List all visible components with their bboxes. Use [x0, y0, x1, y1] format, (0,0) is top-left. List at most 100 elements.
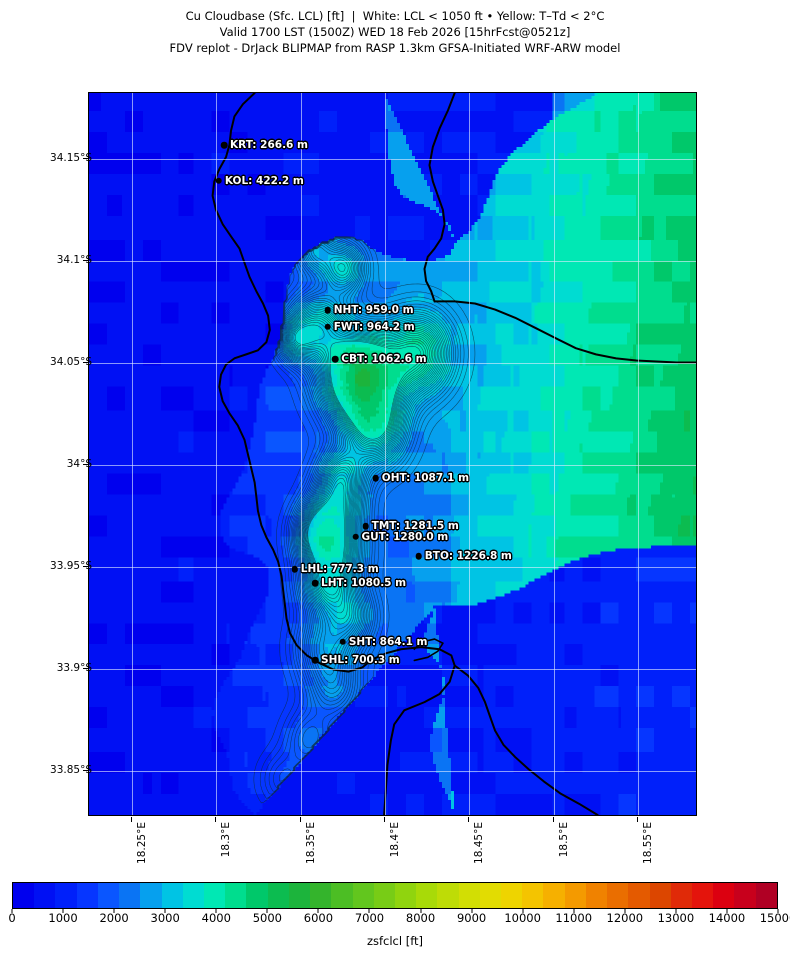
y-axis-tickmark: [83, 362, 88, 364]
station-marker-shl[interactable]: [311, 656, 319, 664]
colorbar-tick-label: 14000: [708, 911, 746, 925]
x-axis-tick-label: 18.35°E: [304, 822, 317, 864]
x-axis-tick-label: 18.3°E: [220, 822, 233, 858]
colorbar-swatch: [182, 883, 204, 908]
y-axis-tickmark: [83, 158, 88, 160]
colorbar-swatch: [479, 883, 502, 908]
colorbar-tick-label: 5000: [252, 911, 282, 925]
colorbar[interactable]: [12, 882, 778, 909]
colorbar-tickmark: [368, 909, 370, 913]
colorbar-tick-label: 1000: [48, 911, 78, 925]
map-plot-area[interactable]: SHL: 700.3 m SHT: 864.1 m LHT: 1080.5 m LHL…: [88, 92, 697, 816]
colorbar-tick-label: 13000: [657, 911, 695, 925]
station-label-oht: OHT: 1087.1 m: [381, 472, 470, 485]
station-marker-gut[interactable]: [352, 533, 359, 540]
colorbar-swatch: [76, 883, 98, 908]
colorbar-tick-label: 2000: [99, 911, 129, 925]
colorbar-tickmark: [11, 909, 13, 913]
x-axis-tickmark: [131, 817, 133, 822]
colorbar-tickmark: [522, 909, 524, 913]
gridline-horizontal: [89, 261, 696, 263]
colorbar-swatch: [734, 883, 756, 908]
title-line-1: Cu Cloudbase (Sfc. LCL) [ft] | White: LC…: [185, 9, 605, 23]
station-label-cbt: CBT: 1062.6 m: [341, 353, 427, 366]
colorbar-swatch: [522, 883, 544, 908]
colorbar-swatch: [267, 883, 289, 908]
colorbar-tickmark: [675, 909, 677, 913]
y-axis-tickmark: [83, 668, 88, 670]
x-axis-tickmark: [215, 817, 217, 822]
colorbar-swatch: [564, 883, 586, 908]
station-label-sht: SHT: 864.1 m: [348, 635, 428, 648]
colorbar-swatch: [34, 883, 56, 908]
station-marker-tmt[interactable]: [362, 523, 369, 530]
colorbar-swatch: [331, 883, 353, 908]
colorbar-swatch: [585, 883, 608, 908]
station-marker-oht[interactable]: [372, 475, 380, 482]
station-marker-fwt[interactable]: [324, 323, 331, 330]
y-axis-tickmark: [83, 464, 88, 466]
colorbar-swatch: [119, 883, 141, 908]
x-axis-tickmark: [299, 817, 301, 822]
latlon-gridlines: [89, 93, 696, 815]
station-marker-lhl[interactable]: [291, 565, 299, 573]
x-axis-tickmark: [468, 817, 470, 822]
station-label-lht: LHT: 1080.5 m: [321, 577, 407, 590]
colorbar-axis-label: zsfclcl [ft]: [366, 934, 424, 948]
y-axis-tick-label: 34°S: [66, 458, 92, 471]
colorbar-swatch: [670, 883, 692, 908]
coastline-false-bay-east: [433, 300, 696, 364]
colorbar-tickmark: [62, 909, 64, 913]
x-axis-tickmark: [384, 817, 386, 822]
station-marker-lht[interactable]: [311, 580, 319, 587]
colorbar-tick-label: 10000: [504, 911, 541, 925]
station-marker-bto[interactable]: [415, 552, 423, 560]
colorbar-swatch: [416, 883, 438, 908]
x-axis-tick-label: 18.55°E: [642, 822, 655, 864]
colorbar-swatch: [310, 883, 332, 908]
station-marker-kol[interactable]: [215, 177, 223, 184]
title-line-3: FDV replot - DrJack BLIPMAP from RASP 1.…: [169, 41, 621, 55]
colorbar-swatch: [755, 883, 777, 908]
colorbar-tick-label: 15000: [759, 911, 790, 925]
coastline-table-bay-north: [453, 664, 599, 815]
colorbar-tickmark: [113, 909, 115, 913]
y-axis-tick-label: 33.9°S: [56, 662, 92, 675]
station-label-bto: BTO: 1226.8 m: [424, 549, 512, 562]
gridline-horizontal: [89, 363, 696, 365]
colorbar-swatch: [692, 883, 714, 908]
x-axis-tick-label: 18.4°E: [389, 822, 402, 858]
station-marker-nht[interactable]: [324, 306, 331, 314]
y-axis-tickmark: [83, 260, 88, 262]
colorbar-swatch: [394, 883, 417, 908]
colorbar-swatch: [97, 883, 120, 908]
colorbar-tick-label: 8000: [405, 911, 436, 925]
colorbar-swatch: [246, 883, 268, 908]
colorbar-swatch: [203, 883, 226, 908]
colorbar-swatch: [713, 883, 735, 908]
gridline-vertical: [216, 93, 218, 815]
station-marker-cbt[interactable]: [332, 355, 339, 363]
y-axis-tick-label: 34.1°S: [56, 254, 92, 267]
colorbar-swatch: [628, 883, 650, 908]
colorbar-swatch: [352, 883, 374, 908]
colorbar-tick-label: 0: [8, 911, 16, 925]
gridline-horizontal: [89, 567, 696, 569]
station-marker-krt[interactable]: [220, 141, 228, 149]
x-axis-tick-label: 18.5°E: [557, 822, 570, 858]
colorbar-tickmark: [471, 909, 473, 913]
colorbar-swatch: [225, 883, 247, 908]
gridline-horizontal: [89, 669, 696, 671]
title-line-2: Valid 1700 LST (1500Z) WED 18 Feb 2026 […: [219, 25, 571, 39]
station-marker-sht[interactable]: [339, 638, 347, 645]
colorbar-swatch: [649, 883, 671, 908]
station-label-tmt: TMT: 1281.5 m: [371, 520, 459, 533]
station-label-krt: KRT: 266.6 m: [229, 139, 308, 151]
gridline-vertical: [385, 93, 387, 815]
y-axis-tickmark: [83, 566, 88, 568]
colorbar-tickmark: [266, 909, 268, 913]
colorbar-tickmark: [777, 909, 779, 913]
colorbar-swatch: [458, 883, 480, 908]
colorbar-tickmark: [215, 909, 217, 913]
gridline-vertical: [469, 93, 471, 815]
